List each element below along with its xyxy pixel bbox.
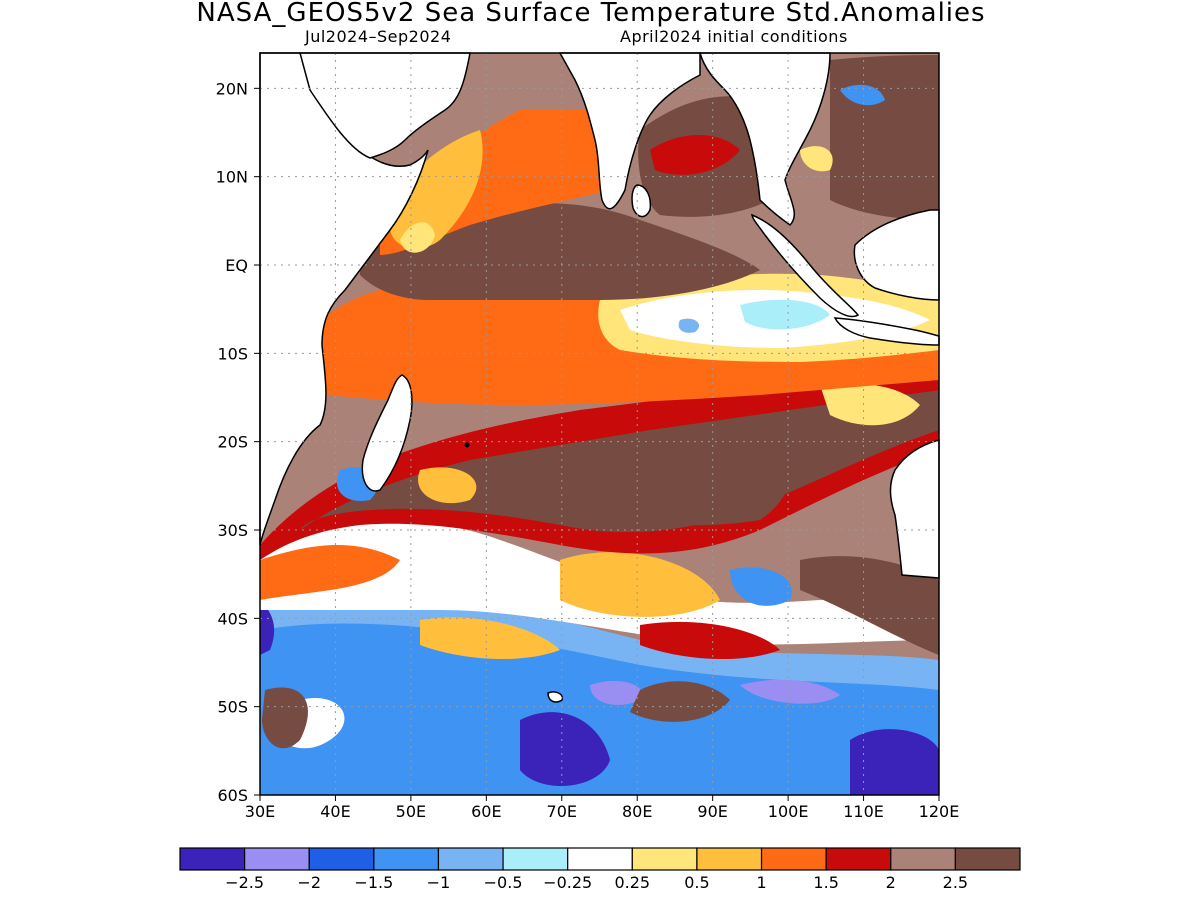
colorbar-bin — [244, 847, 310, 871]
y-tick-label: 10S — [217, 344, 248, 363]
sumatra — [750, 213, 860, 318]
y-tick-label: 10N — [216, 168, 248, 187]
plot-frame — [259, 52, 940, 796]
x-tick-label: 120E — [919, 802, 960, 821]
colorbar-bin — [696, 847, 763, 871]
x-tick-label: 110E — [843, 802, 884, 821]
graticule — [260, 53, 939, 795]
colorbar-label: 2.5 — [943, 873, 968, 892]
mauritius-island — [464, 442, 470, 448]
colorbar-label: 1.5 — [813, 873, 838, 892]
y-tick-label: 30S — [217, 521, 248, 540]
india-landmass — [558, 52, 701, 210]
anomaly-field — [260, 53, 939, 795]
colorbar-label: −2.5 — [225, 873, 264, 892]
kerguelen-island — [547, 691, 564, 703]
colorbar-bin — [631, 847, 698, 871]
colorbar-label: 0.25 — [614, 873, 650, 892]
x-tick-label: 100E — [768, 802, 809, 821]
colorbar-label: −2 — [297, 873, 321, 892]
colorbar-label: −1.5 — [354, 873, 393, 892]
sri-lanka — [631, 184, 652, 218]
x-tick-label: 70E — [547, 802, 577, 821]
colorbar-bin — [437, 847, 504, 871]
colorbar-label: 2 — [886, 873, 896, 892]
x-tick-label: 60E — [471, 802, 501, 821]
latitude-axis: 20N 10N EQ 10S 20S 30S 40S 50S 60S — [216, 79, 260, 805]
land-masses — [259, 52, 940, 703]
colorbar-bin — [890, 847, 956, 871]
y-tick-label: EQ — [225, 256, 248, 275]
colorbar-bin — [308, 847, 375, 871]
southeast-asia-landmass — [698, 52, 831, 226]
x-tick-label: 30E — [245, 802, 275, 821]
colorbar: −2.5 −2 −1.5 −1 −0.5 −0.25 0.25 0.5 1 1.5 2 2.5 — [179, 847, 1021, 892]
colorbar-bin — [373, 847, 440, 871]
x-tick-label: 50E — [396, 802, 426, 821]
y-tick-label: 20S — [217, 433, 248, 452]
y-tick-label: 50S — [217, 698, 248, 717]
arabia-landmass — [299, 52, 471, 159]
colorbar-bin — [179, 847, 246, 871]
borneo-sulawesi — [853, 209, 940, 301]
y-tick-label: 20N — [216, 79, 248, 98]
colorbar-label: 1 — [756, 873, 766, 892]
initial-conditions: April2024 initial conditions — [620, 27, 848, 46]
x-tick-label: 90E — [697, 802, 727, 821]
y-tick-label: 60S — [217, 786, 248, 805]
forecast-period: Jul2024–Sep2024 — [305, 27, 452, 46]
colorbar-label: −0.5 — [484, 873, 523, 892]
y-tick-label: 40S — [217, 609, 248, 628]
colorbar-bin — [502, 847, 569, 871]
x-tick-label: 80E — [622, 802, 652, 821]
x-tick-label: 40E — [320, 802, 350, 821]
colorbar-label: −0.25 — [543, 873, 592, 892]
colorbar-label: 0.5 — [684, 873, 709, 892]
longitude-axis: 30E 40E 50E 60E 70E 80E 90E 100E 110E 120E — [245, 795, 960, 821]
chart-title: NASA_GEOS5v2 Sea Surface Temperature Std… — [196, 0, 986, 28]
colorbar-bin — [954, 847, 1021, 871]
colorbar-bin — [567, 847, 633, 871]
colorbar-bin — [825, 847, 892, 871]
colorbar-label: −1 — [427, 873, 451, 892]
australia-landmass — [889, 439, 940, 579]
colorbar-bin — [760, 847, 827, 871]
